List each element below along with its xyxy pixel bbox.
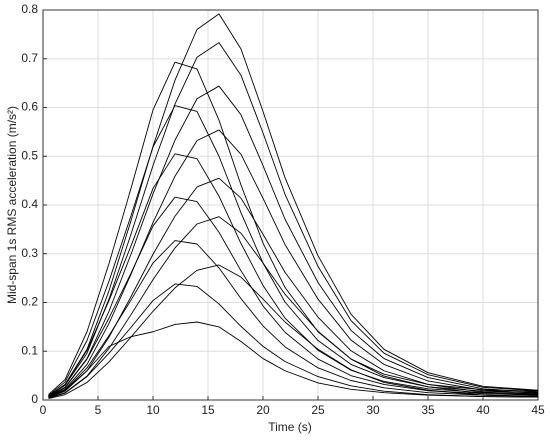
data-line — [48, 153, 539, 397]
data-line — [48, 85, 539, 397]
y-tick-label: 0 — [31, 392, 38, 406]
data-line — [48, 105, 539, 396]
x-tick-label: 15 — [201, 403, 215, 417]
x-tick-label: 35 — [421, 403, 435, 417]
y-axis-label: Mid-span 1s RMS acceleration (m/s²) — [5, 106, 19, 304]
y-tick-label: 0.2 — [21, 295, 38, 309]
data-line — [48, 283, 539, 399]
data-line — [48, 240, 539, 398]
y-tick-label: 0.1 — [21, 343, 38, 357]
x-tick-label: 25 — [311, 403, 325, 417]
data-line — [48, 196, 539, 398]
data-line — [48, 177, 539, 398]
data-line — [48, 216, 539, 399]
x-axis-label: Time (s) — [268, 420, 312, 434]
y-tick-label: 0.4 — [21, 197, 38, 211]
data-line — [48, 321, 539, 399]
y-tick-label: 0.3 — [21, 246, 38, 260]
y-tick-label: 0.8 — [21, 2, 38, 16]
x-tick-label: 45 — [531, 403, 545, 417]
y-tick-label: 0.6 — [21, 100, 38, 114]
data-line — [48, 264, 539, 399]
y-tick-label: 0.7 — [21, 51, 38, 65]
x-tick-label: 0 — [40, 403, 47, 417]
x-tick-label: 20 — [256, 403, 270, 417]
y-tick-label: 0.5 — [21, 148, 38, 162]
x-tick-label: 10 — [146, 403, 160, 417]
x-tick-label: 30 — [366, 403, 380, 417]
data-line — [48, 13, 539, 397]
x-tick-label: 40 — [476, 403, 490, 417]
data-line — [48, 129, 539, 398]
data-line — [48, 61, 539, 395]
x-tick-label: 5 — [95, 403, 102, 417]
axes-box — [42, 9, 539, 401]
